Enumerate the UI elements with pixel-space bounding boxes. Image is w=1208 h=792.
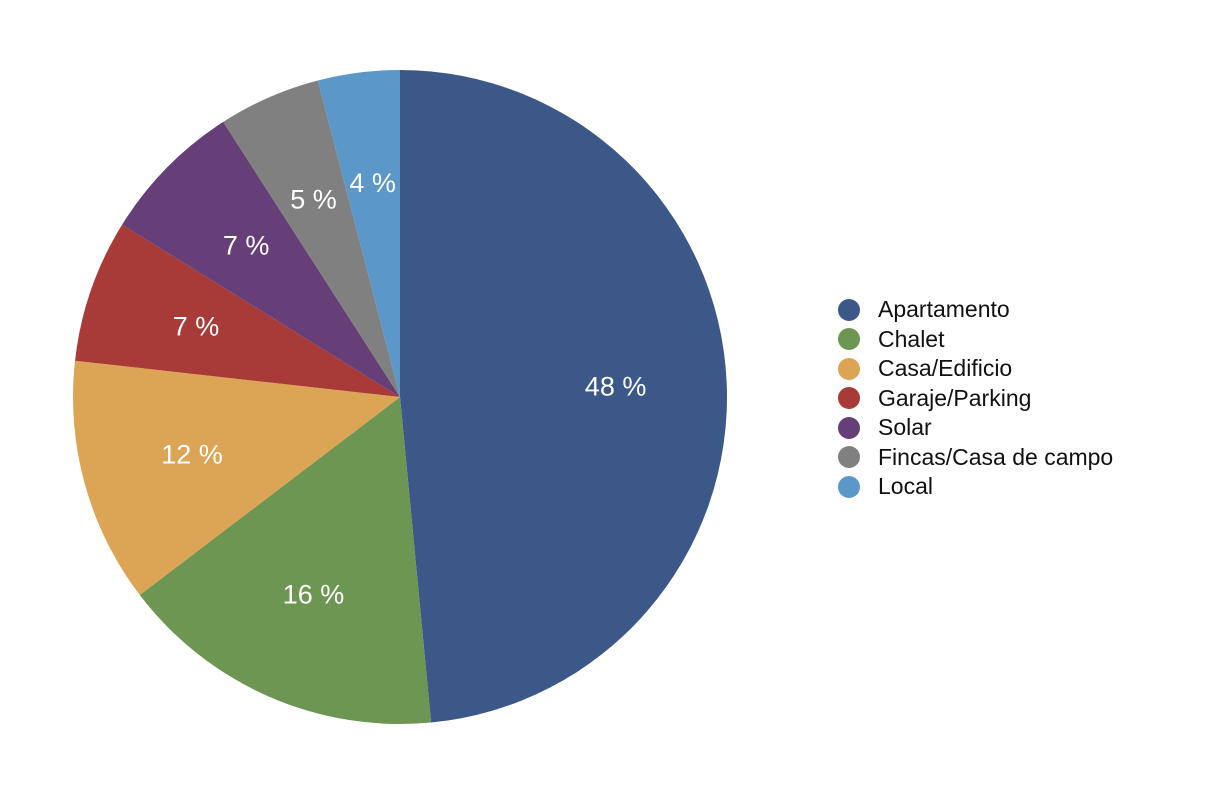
legend-label: Fincas/Casa de campo (878, 443, 1114, 470)
legend-swatch (838, 475, 860, 498)
legend-label: Apartamento (878, 296, 1010, 323)
legend-swatch (838, 357, 860, 380)
slice-value-label: 7 % (173, 311, 220, 341)
pie-slice-fincas-casa-de-campo (223, 80, 400, 397)
chart-legend: Apartamento Chalet Casa/Edificio Garaje/Par… (838, 295, 1113, 502)
legend-swatch (838, 416, 860, 439)
legend-swatch (838, 328, 860, 351)
legend-item: Garaje/Parking (838, 384, 1113, 414)
legend-label: Local (878, 473, 933, 500)
legend-label: Garaje/Parking (878, 384, 1032, 411)
pie-slice-garaje-parking (75, 224, 400, 397)
legend-item: Local (838, 472, 1113, 502)
pie-slice-labels: 48 % 16 % 12 % 7 % 7 % 5 % 4 % (161, 168, 646, 610)
pie-slice-chalet (139, 397, 432, 725)
slice-value-label: 16 % (283, 580, 345, 610)
slice-value-label: 12 % (161, 440, 223, 470)
legend-label: Casa/Edificio (878, 355, 1013, 382)
pie-slice-solar (122, 121, 401, 397)
slice-value-label: 48 % (585, 372, 647, 402)
slice-value-label: 4 % (349, 168, 396, 198)
legend-label: Solar (878, 414, 932, 441)
legend-swatch (838, 387, 860, 410)
legend-item: Casa/Edificio (838, 354, 1113, 384)
legend-swatch (838, 446, 860, 469)
pie-slice-casa-edificio (73, 360, 400, 596)
legend-item: Apartamento (838, 295, 1113, 325)
slice-value-label: 7 % (223, 231, 270, 261)
pie-slice-local (317, 70, 400, 397)
pie-slice-apartamento (400, 70, 728, 723)
legend-item: Solar (838, 413, 1113, 443)
pie-slices (73, 70, 728, 725)
legend-item: Fincas/Casa de campo (838, 443, 1113, 473)
legend-item: Chalet (838, 325, 1113, 355)
legend-label: Chalet (878, 325, 945, 352)
slice-value-label: 5 % (290, 184, 337, 214)
legend-swatch (838, 298, 860, 321)
